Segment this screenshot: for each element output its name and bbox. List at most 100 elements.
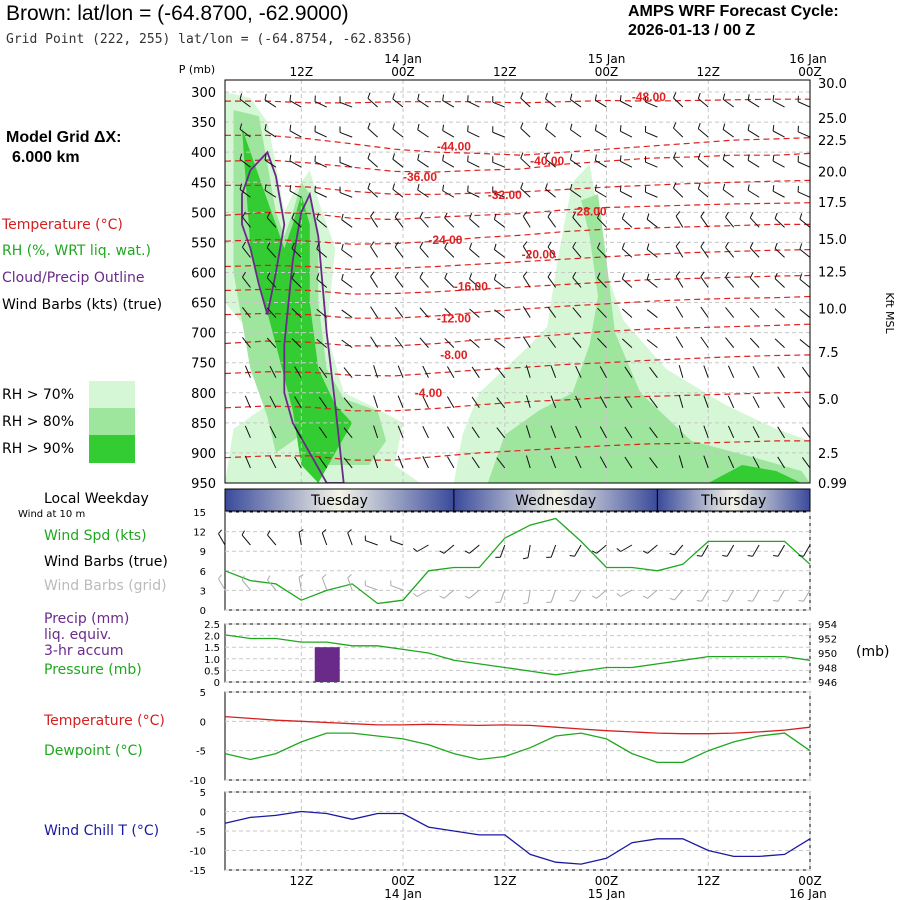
wind-barb-staff [725, 307, 735, 318]
wind-barb-upper [269, 365, 277, 378]
wind-barb-staff [316, 308, 328, 318]
legend-temp: Temperature (°C) [44, 713, 165, 729]
wind-chill-panel: 5 0 -5 -10 -15 [190, 788, 811, 877]
wind-barb-staff [469, 248, 480, 258]
pressure-unit-label: (mb) [856, 644, 890, 660]
wind-barb-staff [801, 427, 810, 439]
wind-barb-staff [294, 366, 302, 378]
wind-barb-flag [239, 153, 243, 160]
isotherm-label: -28.00 [573, 204, 607, 218]
temperature-line [224, 715, 811, 735]
wind-barb-10m-true-flag [439, 550, 445, 554]
cloud-precip-outline [283, 191, 345, 483]
wind-barb-staff [550, 365, 557, 378]
wind-barb-10m-true [218, 533, 226, 546]
wind-tick-label: 0 [200, 606, 206, 617]
wind-barb-upper [525, 455, 531, 469]
wind-barb-staff [649, 367, 658, 379]
wind-barb-10m-true-flag [298, 529, 304, 533]
wind-barb-flag [367, 92, 371, 99]
wind-barb-staff [772, 130, 785, 138]
wind-barb-upper [471, 456, 480, 469]
wind-barb-upper [444, 338, 455, 348]
wind-barb-upper [772, 124, 785, 138]
wind-barb-10m-grid [701, 589, 709, 602]
wind-barb-staff [225, 166, 226, 168]
wind-barb-upper [442, 124, 455, 138]
cross-section-plot-area: -48.00 -44.00 -40.00 -36.00 -32.00 -28.00 -24.… [225, 80, 810, 483]
isotherm-label: -44.00 [437, 139, 471, 153]
wind-barb-flag [239, 183, 243, 190]
wind-barb-staff [225, 286, 226, 288]
wind-barb-flag [419, 242, 424, 248]
wind-barb-10m-grid [550, 589, 557, 603]
wind-barb-staff [621, 248, 633, 258]
wind-barb-flag [772, 94, 775, 101]
model-grid-value: 6.000 km [12, 149, 80, 166]
legend-wind-chill: Wind Chill T (°C) [44, 823, 160, 839]
wind-barb-staff [522, 246, 531, 258]
wind-barb-staff [467, 191, 480, 198]
wind-barb-10m-true-flag [267, 530, 271, 536]
wind-barb-staff [545, 98, 556, 108]
wind-barb-10m-grid [365, 585, 378, 591]
wind-barb-flag [697, 183, 701, 190]
wind-barb-upper [419, 211, 429, 228]
wind-barb-flag [725, 241, 729, 248]
precip-bar [314, 647, 340, 682]
wind-barb-flag [619, 185, 622, 192]
wind-barb-upper [550, 395, 557, 408]
wind-barb-upper [749, 242, 760, 258]
wind-barb-10m-grid-flag [696, 600, 702, 602]
wind-barb-10m-true [469, 544, 480, 554]
wind-barb-flag [772, 155, 775, 162]
wind-barb-staff [341, 219, 353, 228]
wind-barb-upper [244, 455, 251, 469]
pressure-tick-label: 952 [818, 635, 837, 646]
wind-barb-10m-grid-flag [569, 600, 575, 602]
wind-barb-staff [341, 309, 353, 318]
wind-barb-upper [522, 271, 531, 288]
wind-barb-flag [697, 152, 701, 159]
wind-barb-upper [264, 93, 277, 108]
wind-barb-upper [797, 95, 810, 108]
wind-barb-flag [264, 124, 267, 131]
wind-barb-flag [725, 211, 729, 218]
wind-barb-upper [291, 338, 302, 348]
wind-barb-upper [597, 212, 607, 228]
wind-barb-10m-grid [777, 589, 785, 602]
wind-barb-upper [575, 455, 582, 469]
wind-barb-upper [522, 306, 531, 318]
dewpoint-line [224, 732, 811, 764]
isotherm-label: -20.00 [522, 248, 556, 262]
wind-barb-upper [678, 455, 684, 469]
wind-barb-flag [442, 184, 445, 191]
wind-barb-flag [316, 273, 320, 280]
wind-barb-staff [314, 101, 327, 108]
top-date-label: 14 Jan [384, 52, 422, 66]
wind-barb-upper [772, 185, 785, 198]
rh-region-80 [487, 194, 810, 483]
wind-barb-staff [599, 456, 607, 469]
wind-barb-upper [777, 426, 785, 439]
wind-barb-staff [373, 455, 379, 469]
wind-barb-staff [799, 308, 810, 318]
wind-barb-upper [522, 211, 531, 228]
wind-barb-staff [397, 395, 404, 408]
wind-barb-staff [343, 427, 353, 439]
wind-barb-staff [547, 276, 557, 288]
wind-barb-staff [316, 248, 328, 258]
wind-barb-staff [801, 457, 810, 469]
wind-barb-staff [624, 366, 633, 378]
wind-barb-flag [392, 123, 396, 130]
wind-barb-flag [520, 182, 524, 189]
wind-barb-upper [569, 123, 582, 138]
wind-barb-staff [749, 277, 760, 288]
wind-barb-staff [225, 376, 226, 378]
wind-barb-staff [341, 249, 353, 258]
wind-barb-upper [774, 212, 785, 228]
wind-barb-upper [675, 306, 684, 318]
wind-barb-staff [339, 101, 353, 108]
cross-section-panel: -48.00 -44.00 -40.00 -36.00 -32.00 -28.00 -24.… [179, 63, 896, 492]
wind-barb-staff [752, 456, 760, 469]
